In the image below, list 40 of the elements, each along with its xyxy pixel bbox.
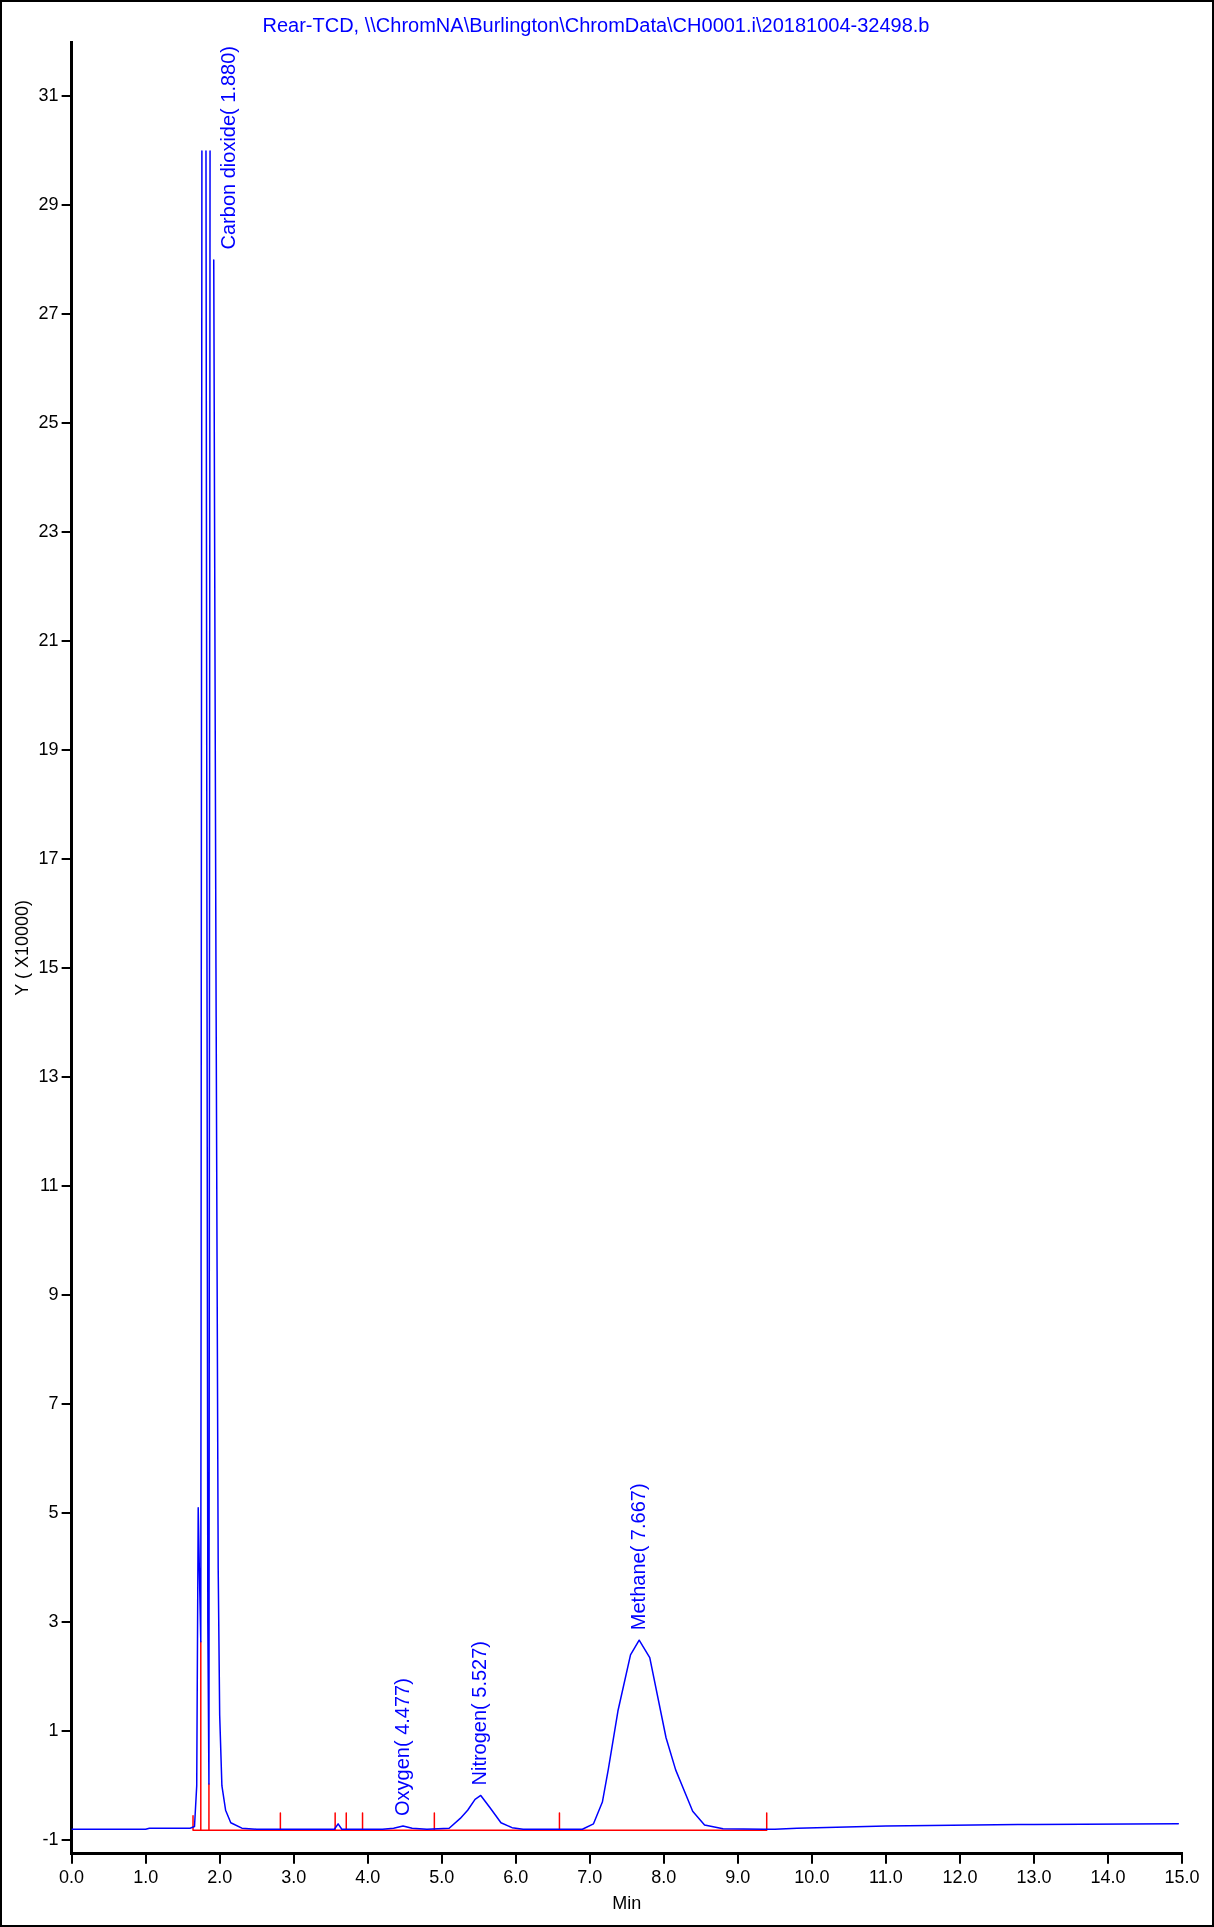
y-tick-label: 9 <box>48 1284 59 1305</box>
x-tick-label: 2.0 <box>207 1866 233 1887</box>
y-tick-label: 13 <box>38 1066 59 1087</box>
y-tick-label: 3 <box>48 1611 59 1632</box>
y-tick-label: -1 <box>42 1829 59 1850</box>
y-tick-label: 25 <box>38 412 59 433</box>
x-tick-label: 5.0 <box>429 1866 455 1887</box>
y-axis-title: Y ( X10000) <box>11 900 32 996</box>
x-tick-label: 6.0 <box>503 1866 529 1887</box>
x-tick-label: 0.0 <box>59 1866 85 1887</box>
x-tick-label: 10.0 <box>794 1866 830 1887</box>
annotation: Carbon dioxide( 1.880) <box>217 45 240 250</box>
y-tick-label: 5 <box>48 1502 59 1523</box>
annotation: Methane( 7.667) <box>626 1483 649 1631</box>
y-tick-label: 11 <box>39 1175 59 1196</box>
x-tick-label: 4.0 <box>355 1866 381 1887</box>
y-tick-label: 19 <box>38 739 59 760</box>
annotation: Nitrogen( 5.527) <box>468 1640 491 1786</box>
y-tick-label: 21 <box>38 630 59 651</box>
annotation: Oxygen( 4.477) <box>390 1678 413 1817</box>
x-tick-label: 9.0 <box>725 1866 751 1887</box>
chart-title: Rear-TCD, \\ChromNA\Burlington\ChromData\CH0001.i\20181004-32498.b <box>262 13 930 36</box>
x-tick-label: 1.0 <box>133 1866 159 1887</box>
y-tick-label: 17 <box>38 848 59 869</box>
y-tick-label: 31 <box>38 85 59 106</box>
x-tick-label: 14.0 <box>1090 1866 1126 1887</box>
y-tick-label: 1 <box>48 1720 59 1741</box>
y-tick-label: 23 <box>38 521 59 542</box>
x-tick-label: 8.0 <box>651 1866 677 1887</box>
y-tick-label: 27 <box>38 303 59 324</box>
x-tick-label: 3.0 <box>281 1866 307 1887</box>
x-tick-label: 13.0 <box>1016 1866 1052 1887</box>
y-tick-label: 7 <box>48 1393 59 1414</box>
x-tick-label: 11.0 <box>869 1866 903 1887</box>
x-tick-label: 12.0 <box>942 1866 978 1887</box>
x-tick-label: 15.0 <box>1164 1866 1200 1887</box>
y-tick-label: 15 <box>38 957 59 978</box>
y-tick-label: 29 <box>38 194 59 215</box>
x-axis-title: Min <box>612 1893 642 1914</box>
x-tick-label: 7.0 <box>577 1866 603 1887</box>
